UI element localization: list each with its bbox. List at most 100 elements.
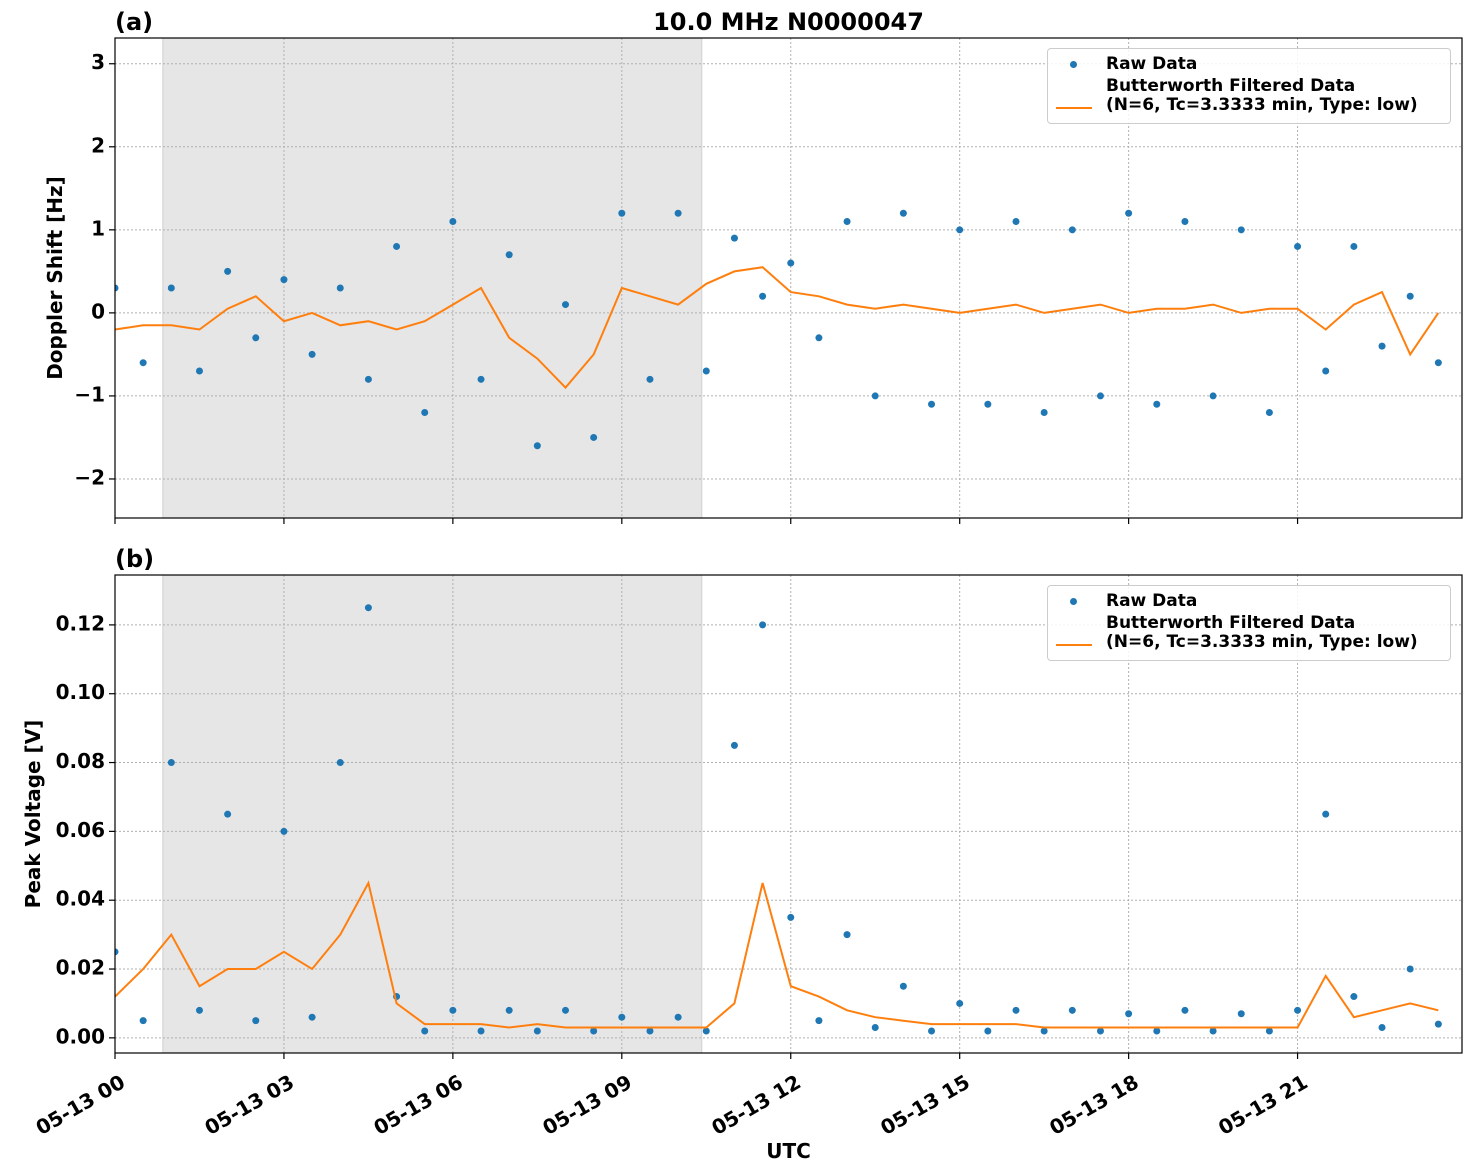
x-tick-label: 05-13 18 <box>1045 1070 1143 1140</box>
legend-label: Raw Data <box>1106 54 1198 74</box>
legend-key <box>1048 614 1106 646</box>
raw-point <box>1096 1027 1104 1035</box>
raw-point <box>477 375 485 383</box>
raw-point <box>1265 409 1273 417</box>
raw-point <box>1068 226 1076 234</box>
raw-point <box>1294 1006 1302 1014</box>
y-tick-label: 1 <box>91 216 105 240</box>
x-tick-label: 05-13 21 <box>1214 1070 1312 1140</box>
raw-point <box>1322 367 1330 375</box>
x-tick-label: 05-13 15 <box>876 1070 974 1140</box>
legend-entry: Raw Data <box>1048 55 1450 75</box>
raw-point <box>224 810 232 818</box>
raw-point <box>533 1027 541 1035</box>
raw-point <box>759 292 767 300</box>
legend-marker <box>1070 598 1077 605</box>
raw-point <box>899 982 907 990</box>
plot-area <box>115 209 1442 450</box>
raw-point <box>505 1006 513 1014</box>
raw-point <box>871 392 879 400</box>
raw-point <box>364 604 372 612</box>
raw-point <box>1237 226 1245 234</box>
raw-point <box>871 1024 879 1032</box>
legend-label: Butterworth Filtered Data (N=6, Tc=3.333… <box>1106 613 1418 652</box>
y-tick-label: 0 <box>91 299 105 323</box>
raw-point <box>280 827 288 835</box>
raw-point <box>843 218 851 226</box>
legend-key <box>1048 55 1106 75</box>
raw-point <box>899 209 907 217</box>
raw-point <box>195 1006 203 1014</box>
raw-point <box>1096 392 1104 400</box>
plot-frame <box>114 574 1463 1054</box>
raw-point <box>449 1006 457 1014</box>
filtered-line <box>115 880 1439 1029</box>
raw-point <box>759 621 767 629</box>
raw-point <box>336 759 344 767</box>
raw-point <box>1406 292 1414 300</box>
raw-point <box>1125 1010 1133 1018</box>
raw-point <box>984 400 992 408</box>
raw-point <box>618 1013 626 1021</box>
x-tick-label: 05-13 09 <box>538 1070 636 1140</box>
legend-label: Butterworth Filtered Data (N=6, Tc=3.333… <box>1106 76 1418 115</box>
raw-point <box>815 334 823 342</box>
raw-point <box>195 367 203 375</box>
raw-point <box>1434 1020 1442 1028</box>
panel-label: (a) <box>115 8 153 36</box>
raw-point <box>1012 1006 1020 1014</box>
raw-point <box>139 359 147 367</box>
legend: Raw Data Butterworth Filtered Data (N=6, … <box>1047 48 1451 124</box>
raw-point <box>618 209 626 217</box>
chart-title: 10.0 MHz N0000047 <box>653 8 924 36</box>
raw-point <box>505 251 513 259</box>
legend-marker <box>1070 61 1077 68</box>
legend-key <box>1048 592 1106 612</box>
raw-point <box>646 1027 654 1035</box>
raw-point <box>1125 209 1133 217</box>
x-tick-label: 05-13 03 <box>201 1070 299 1140</box>
raw-point <box>1040 409 1048 417</box>
raw-point <box>674 209 682 217</box>
raw-point <box>843 931 851 939</box>
raw-point <box>1237 1010 1245 1018</box>
raw-point <box>1181 1006 1189 1014</box>
y-tick-label: −2 <box>74 465 105 489</box>
raw-point <box>1181 218 1189 226</box>
raw-point <box>702 1027 710 1035</box>
y-tick-label: 0.08 <box>56 749 105 773</box>
x-tick-label: 05-13 06 <box>369 1070 467 1140</box>
raw-point <box>590 433 598 441</box>
raw-point <box>1209 392 1217 400</box>
y-tick-label: 2 <box>91 133 105 157</box>
raw-point <box>730 234 738 242</box>
raw-point <box>1012 218 1020 226</box>
y-tick-label: 0.00 <box>56 1024 105 1048</box>
raw-point <box>1265 1027 1273 1035</box>
raw-point <box>956 999 964 1007</box>
legend-entry: Butterworth Filtered Data (N=6, Tc=3.333… <box>1048 614 1450 652</box>
raw-point <box>787 259 795 267</box>
raw-point <box>1040 1027 1048 1035</box>
raw-point <box>1068 1006 1076 1014</box>
y-tick-label: 3 <box>91 50 105 74</box>
legend-marker <box>1056 107 1092 109</box>
raw-point <box>815 1017 823 1025</box>
y-tick-label: 0.12 <box>56 611 105 635</box>
raw-point <box>252 334 260 342</box>
raw-point <box>449 218 457 226</box>
filtered-line <box>115 266 1440 390</box>
raw-point <box>167 284 175 292</box>
raw-point <box>1294 242 1302 250</box>
raw-point <box>224 267 232 275</box>
plot-frame <box>114 37 1463 519</box>
raw-point <box>1350 993 1358 1001</box>
x-tick-label: 05-13 12 <box>707 1070 805 1140</box>
y-axis-label: Doppler Shift [Hz] <box>43 176 67 380</box>
raw-point <box>477 1027 485 1035</box>
raw-point <box>562 1006 570 1014</box>
raw-point <box>252 1017 260 1025</box>
shaded-span <box>162 574 703 1054</box>
plot-area <box>115 604 1442 1035</box>
